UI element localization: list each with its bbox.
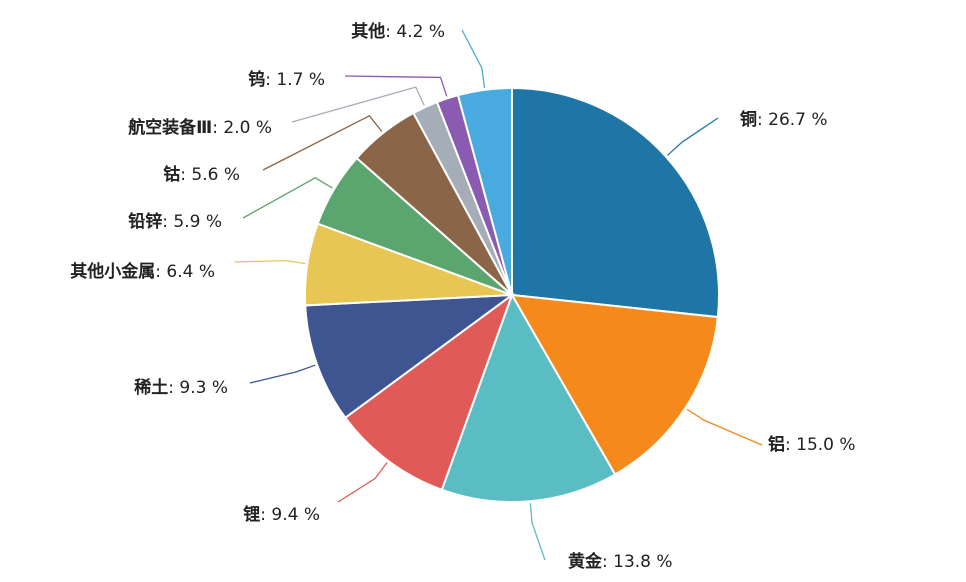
value-label: 2.0 % — [223, 118, 272, 138]
leader-line — [667, 117, 719, 156]
leader-line — [234, 259, 306, 265]
label-separator: : — [168, 378, 179, 398]
category-name: 铝 — [768, 434, 785, 455]
category-name: 铜 — [740, 109, 757, 130]
value-label: 15.0 % — [796, 435, 855, 455]
slice-label: 航空装备Ⅲ: 2.0 % — [128, 117, 272, 138]
slice-label: 黄金: 13.8 % — [568, 551, 673, 572]
value-label: 4.2 % — [396, 22, 445, 42]
label-separator: : — [265, 70, 276, 90]
pie-slice — [510, 293, 719, 476]
value-label: 1.7 % — [276, 70, 325, 90]
slice-label: 铅锌: 5.9 % — [128, 211, 222, 232]
category-name: 航空装备Ⅲ — [128, 117, 212, 138]
category-name: 黄金 — [568, 551, 603, 572]
value-label: 6.4 % — [166, 262, 215, 282]
slice-label: 锂: 9.4 % — [243, 504, 320, 525]
label-separator: : — [212, 118, 223, 138]
pie-slice — [304, 293, 516, 420]
label-separator: : — [162, 212, 173, 232]
value-label: 13.8 % — [613, 552, 672, 572]
value-label: 5.9 % — [173, 212, 222, 232]
pie-slice — [456, 86, 513, 296]
pie-slice — [511, 86, 720, 319]
category-name: 钴 — [163, 164, 180, 185]
category-name: 钨 — [248, 69, 265, 90]
leader-line — [337, 462, 388, 503]
leader-line — [291, 86, 425, 123]
leader-line — [249, 364, 316, 384]
leader-line — [686, 408, 763, 446]
label-separator: : — [785, 435, 796, 455]
slice-label: 钨: 1.7 % — [248, 69, 325, 90]
leader-line — [461, 29, 486, 88]
value-label: 9.3 % — [179, 378, 228, 398]
label-separator: : — [757, 110, 768, 130]
leader-line — [242, 177, 333, 219]
leader-line — [262, 115, 383, 171]
pie-slice — [343, 292, 515, 492]
category-name: 其他 — [351, 21, 385, 42]
slice-label: 铝: 15.0 % — [768, 434, 856, 455]
slice-label: 铜: 26.7 % — [740, 109, 828, 130]
pie-slice — [440, 292, 617, 503]
category-name: 铅锌 — [128, 211, 162, 232]
category-name: 稀土 — [134, 377, 168, 398]
label-separator: : — [155, 262, 166, 282]
value-label: 9.4 % — [271, 505, 320, 525]
label-separator: : — [602, 552, 613, 572]
label-separator: : — [180, 165, 191, 185]
category-name: 其他小金属 — [70, 261, 155, 282]
leader-line — [344, 75, 448, 97]
leader-line — [529, 503, 546, 561]
slice-label: 钴: 5.6 % — [163, 164, 240, 185]
value-label: 26.7 % — [768, 110, 827, 130]
slice-label: 其他: 4.2 % — [351, 21, 445, 42]
label-separator: : — [260, 505, 271, 525]
category-name: 锂 — [243, 504, 260, 525]
slice-label: 稀土: 9.3 % — [134, 377, 228, 398]
value-label: 5.6 % — [191, 165, 240, 185]
label-separator: : — [385, 22, 396, 42]
slice-label: 其他小金属: 6.4 % — [70, 261, 215, 282]
